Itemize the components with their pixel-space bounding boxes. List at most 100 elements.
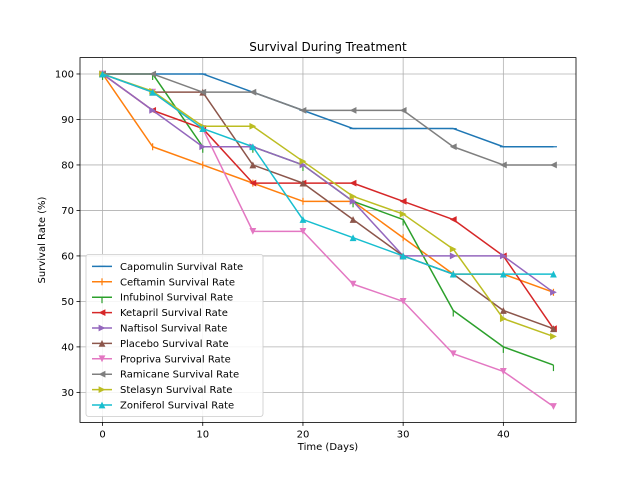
data-point: [249, 143, 257, 151]
data-point: [449, 143, 457, 151]
series-line: [102, 73, 554, 330]
x-tick-label: 0: [99, 429, 105, 440]
x-tick-label: 20: [297, 429, 310, 440]
data-point: [149, 70, 157, 78]
x-axis-label: Time (Days): [297, 442, 359, 453]
data-point: [449, 245, 457, 253]
data-point: [349, 197, 357, 205]
series-9: [99, 70, 557, 278]
data-point: [149, 88, 157, 96]
legend-marker: [98, 355, 106, 363]
legend-label: Ramicane Survival Rate: [120, 370, 239, 381]
data-point: [399, 210, 407, 218]
data-point: [550, 403, 557, 410]
data-point: [399, 252, 407, 260]
data-point: [199, 88, 207, 96]
y-tick-label: 50: [61, 297, 74, 308]
legend-label: Naftisol Survival Rate: [120, 324, 227, 335]
legend-item: Propriva Survival Rate: [92, 354, 231, 365]
data-point: [449, 270, 457, 278]
x-tick-label: 30: [397, 429, 410, 440]
y-axis-label: Survival Rate (%): [37, 196, 48, 283]
data-point: [550, 288, 557, 296]
legend-label: Infubinol Survival Rate: [120, 293, 233, 304]
legend-label: Propriva Survival Rate: [120, 354, 231, 365]
legend-label: Stelasyn Survival Rate: [120, 385, 232, 396]
data-point: [550, 325, 557, 333]
legend-item: Ketapril Survival Rate: [92, 308, 228, 319]
y-tick-label: 40: [61, 342, 74, 353]
legend-item: Naftisol Survival Rate: [92, 324, 227, 335]
legend-marker: [98, 324, 106, 332]
series-line: [102, 73, 554, 293]
data-point: [499, 315, 507, 323]
data-point: [249, 88, 257, 96]
legend-item: Ceftamin Survival Rate: [92, 277, 235, 288]
data-point: [449, 216, 457, 223]
y-tick-label: 80: [61, 160, 74, 171]
data-point: [550, 270, 557, 278]
data-point: [449, 350, 457, 358]
series-line: [102, 73, 554, 338]
x-tick-label: 10: [196, 429, 209, 440]
legend-marker: [98, 370, 106, 378]
legend-label: Zoniferol Survival Rate: [120, 401, 234, 412]
data-point: [349, 179, 357, 187]
legend-item: Placebo Survival Rate: [92, 339, 229, 350]
legend-marker: [98, 401, 106, 409]
data-point: [249, 122, 257, 130]
data-point: [499, 307, 507, 314]
data-point: [499, 368, 507, 375]
data-point: [399, 197, 407, 205]
series-line: [102, 73, 554, 275]
data-point: [449, 252, 457, 260]
data-point: [499, 161, 507, 169]
legend-marker: [98, 309, 106, 316]
data-point: [299, 157, 307, 165]
legend-item: Capomulin Survival Rate: [92, 262, 243, 273]
data-point: [299, 106, 307, 114]
series-line: [102, 73, 554, 148]
plot-area-frame: [79, 57, 577, 423]
y-tick-label: 100: [55, 69, 74, 80]
data-point: [249, 227, 257, 235]
data-point: [249, 179, 257, 187]
data-point: [349, 280, 357, 288]
legend-label: Capomulin Survival Rate: [120, 262, 243, 273]
data-point: [149, 106, 157, 114]
data-point: [299, 227, 307, 235]
series-8: [99, 70, 557, 340]
legend-marker: [98, 386, 106, 393]
legend-label: Placebo Survival Rate: [120, 339, 229, 350]
legend-box: [85, 253, 264, 417]
legend-item: Zoniferol Survival Rate: [92, 401, 234, 412]
legend-item: Ramicane Survival Rate: [92, 370, 239, 381]
legend-item: Stelasyn Survival Rate: [92, 385, 232, 396]
data-point: [199, 125, 207, 132]
data-point: [349, 234, 357, 242]
series-line: [102, 73, 554, 166]
data-point: [399, 298, 407, 305]
x-tick-label: 40: [497, 429, 510, 440]
y-tick-label: 30: [61, 388, 74, 399]
data-point: [199, 143, 207, 151]
chart-title: Survival During Treatment: [249, 40, 407, 54]
legend-label: Ketapril Survival Rate: [120, 308, 228, 319]
data-point: [550, 333, 557, 340]
data-point: [299, 179, 307, 187]
data-point: [499, 270, 507, 278]
data-point: [550, 161, 557, 169]
data-point: [349, 216, 357, 223]
legend-label: Ceftamin Survival Rate: [120, 277, 235, 288]
data-point: [349, 192, 357, 200]
data-point: [299, 216, 307, 223]
data-point: [349, 106, 357, 114]
y-tick-label: 90: [61, 115, 74, 126]
legend-item: Infubinol Survival Rate: [92, 293, 233, 304]
y-tick-label: 70: [61, 206, 74, 217]
data-point: [99, 70, 106, 78]
data-point: [399, 106, 407, 114]
y-tick-label: 60: [61, 251, 74, 262]
data-point: [249, 161, 257, 169]
